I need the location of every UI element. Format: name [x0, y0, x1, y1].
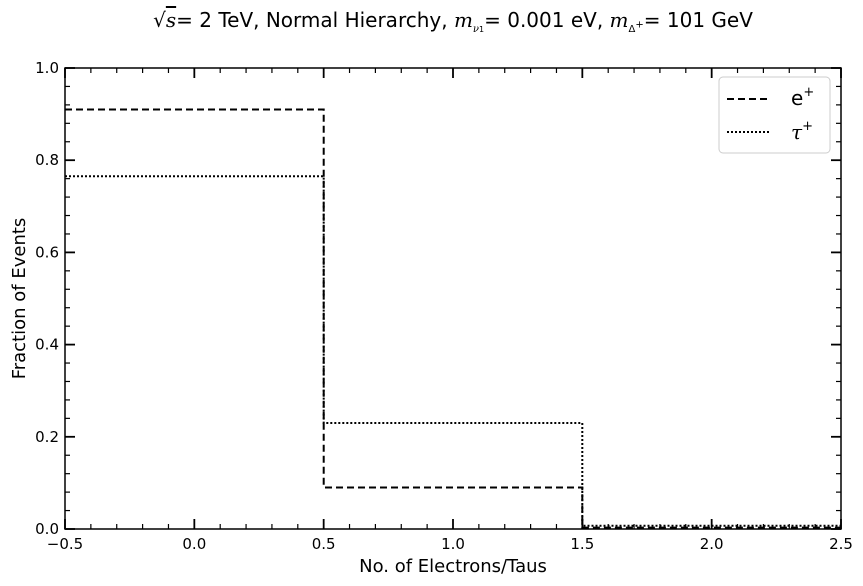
legend-label-tau-plus: τ+	[791, 119, 813, 144]
y-tick-label: 0.2	[35, 428, 59, 446]
title-text-1: = 2 TeV, Normal Hierarchy,	[176, 8, 454, 32]
series-layer	[65, 108, 841, 529]
title-s: s	[165, 8, 177, 32]
legend: e+ τ+	[718, 76, 831, 154]
title-m2: m	[609, 8, 629, 32]
series-line-0	[65, 108, 841, 529]
y-tick-label: 0.0	[35, 520, 59, 538]
y-tick-label: 1.0	[35, 59, 59, 77]
y-tick-label: 0.6	[35, 243, 59, 261]
title-m1: m	[453, 8, 473, 32]
x-tick-label: 2.0	[700, 535, 724, 553]
y-tick-label: 0.8	[35, 151, 59, 169]
chart-title: √s= 2 TeV, Normal Hierarchy, mν1= 0.001 …	[65, 8, 841, 35]
series-line-1	[65, 175, 841, 527]
title-text-2: = 0.001 eV,	[484, 8, 610, 32]
x-tick-label: 1.0	[441, 535, 465, 553]
title-sqrt: √	[153, 8, 166, 32]
x-tick-label: 0.0	[182, 535, 206, 553]
title-sup-plus: +	[635, 19, 644, 31]
y-axis-label: Fraction of Events	[9, 218, 30, 380]
x-tick-label: 2.5	[829, 535, 853, 553]
x-tick-label: −0.5	[47, 535, 83, 553]
plot-frame	[64, 67, 842, 530]
ticks-layer: −0.5 0.0 0.5 1.0 1.5 2.0 2.50.00.20.40.60.81.0	[35, 59, 853, 553]
legend-box	[718, 76, 831, 154]
x-axis-label: No. of Electrons/Taus	[359, 556, 547, 577]
title-text-3: = 101 GeV	[643, 8, 753, 32]
y-tick-label: 0.4	[35, 336, 59, 354]
title-sub-nu: ν	[472, 24, 480, 35]
x-tick-label: 1.5	[570, 535, 594, 553]
x-tick-label: 0.5	[312, 535, 336, 553]
title-sub-nu-index: 1	[479, 25, 485, 34]
legend-label-e-plus: e+	[791, 85, 814, 110]
title-sub-delta: Δ	[628, 24, 636, 35]
